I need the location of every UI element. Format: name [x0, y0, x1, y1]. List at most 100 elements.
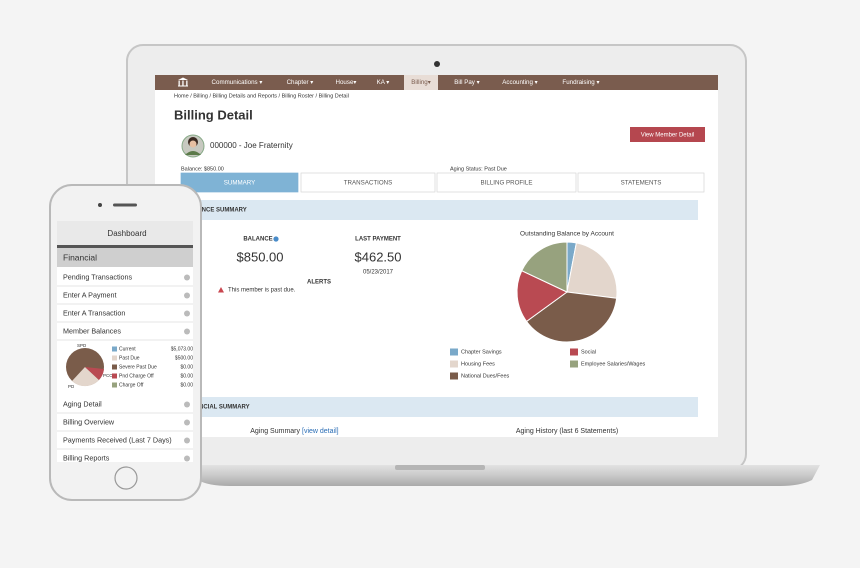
- tab-label[interactable]: TRANSACTIONS: [344, 180, 392, 187]
- phone-pie-label: SPD: [77, 343, 87, 348]
- avatar-face: [189, 140, 197, 148]
- menu-item[interactable]: Aging Detail: [63, 399, 102, 408]
- phone-legend-label: Current: [119, 346, 136, 352]
- phone-legend-swatch: [112, 373, 117, 379]
- phone-legend-label: Charge Off: [119, 382, 144, 388]
- phone-legend: Current $5,073.00 Past Due $500.00 Severe Pa…: [112, 346, 193, 388]
- menu-item[interactable]: Billing Reports: [63, 453, 110, 462]
- legend-label: Chapter Savings: [461, 349, 502, 355]
- phone-app: Dashboard Financial Pending Transactions…: [57, 221, 193, 462]
- tab[interactable]: [300, 172, 436, 193]
- menu-arrow[interactable]: [184, 292, 190, 299]
- menu-item[interactable]: Enter A Payment: [63, 290, 117, 299]
- menu-item[interactable]: Pending Transactions: [63, 272, 133, 281]
- tabs: SUMMARY TRANSACTIONS BILLING PROFILE STATEM…: [180, 172, 705, 193]
- menu-arrow[interactable]: [184, 328, 190, 335]
- pie: [516, 241, 618, 343]
- nav-item[interactable]: Bill Pay ▾: [454, 79, 479, 86]
- tab[interactable]: [577, 172, 705, 193]
- phone-legend-label: Past Due: [119, 355, 140, 361]
- nav-item[interactable]: Accounting ▾: [502, 79, 537, 86]
- phone-pie: [66, 348, 104, 387]
- aging-summary: Aging Summary: [250, 428, 300, 435]
- legend-label: Housing Fees: [461, 361, 495, 367]
- phone-camera: [98, 203, 102, 207]
- balance-line: Balance: $850.00: [181, 166, 224, 172]
- aging-history: Aging History (last 6 Statements): [516, 428, 618, 435]
- nav-item[interactable]: KA ▾: [377, 79, 390, 86]
- legend-label: Social: [581, 349, 596, 355]
- page-title: Billing Detail: [174, 107, 253, 122]
- nav-item[interactable]: Billing▾: [411, 79, 431, 86]
- view-member-button[interactable]: [630, 127, 705, 142]
- menu-arrow[interactable]: [184, 310, 190, 317]
- laptop-screen: [155, 75, 718, 437]
- menu-arrow[interactable]: [184, 419, 190, 426]
- balance-value: $850.00: [237, 249, 284, 264]
- last-payment-label: LAST PAYMENT: [355, 237, 401, 243]
- nav: Communications ▾ Chapter ▾ House▾ KA ▾ Billi…: [212, 79, 600, 86]
- legend-swatch: [450, 348, 458, 356]
- help-icon[interactable]: [273, 236, 279, 242]
- menu-arrow[interactable]: [184, 455, 190, 462]
- pie-slice: [525, 291, 618, 343]
- balance-label: BALANCE: [243, 237, 272, 243]
- member-name: 000000 - Joe Fraternity: [210, 141, 293, 150]
- legend-label: Employee Salaries/Wages: [581, 361, 646, 367]
- menu-item[interactable]: Enter A Transaction: [63, 308, 125, 317]
- phone-legend-label: Severe Past Due: [119, 364, 157, 370]
- pie-slice: [521, 241, 568, 293]
- menu-arrow[interactable]: [184, 437, 190, 444]
- section-bar: [181, 397, 698, 417]
- app: Communications ▾ Chapter ▾ House▾ KA ▾ Billi…: [155, 75, 718, 435]
- legend-swatch: [570, 348, 578, 356]
- pie-title: Outstanding Balance by Account: [520, 231, 614, 238]
- nav-item[interactable]: Fundraising ▾: [562, 79, 599, 86]
- section-bar: [181, 200, 698, 220]
- nav-item[interactable]: Communications ▾: [212, 79, 263, 86]
- phone-legend-swatch: [112, 355, 117, 361]
- tab[interactable]: [436, 172, 577, 193]
- phone-section: [57, 248, 193, 267]
- phone-legend-value: $500.00: [175, 355, 193, 361]
- legend-swatch: [450, 372, 458, 380]
- menu-arrow[interactable]: [184, 274, 190, 281]
- legend: Chapter Savings Housing Fees National Dues…: [450, 348, 646, 380]
- menu-item[interactable]: Payments Received (Last 7 Days): [63, 435, 172, 444]
- home-icon: [178, 77, 188, 87]
- last-payment-value: $462.50: [355, 249, 402, 264]
- phone-header-strip: [57, 245, 193, 248]
- view-member-button-label[interactable]: View Member Detail: [641, 133, 695, 139]
- tab[interactable]: [180, 172, 299, 193]
- phone-legend-value: $0.00: [180, 373, 193, 379]
- phone-section-label: Financial: [63, 252, 97, 262]
- tab-label[interactable]: BILLING PROFILE: [481, 180, 533, 187]
- menu-item[interactable]: Billing Overview: [63, 417, 115, 426]
- phone-legend-value: $5,073.00: [171, 346, 193, 352]
- alerts-label: ALERTS: [307, 280, 331, 286]
- aging-status: Aging Status: Past Due: [450, 166, 507, 172]
- tab-label[interactable]: SUMMARY: [224, 180, 256, 187]
- phone-home-button[interactable]: [114, 466, 138, 490]
- phone-speaker: [113, 203, 137, 207]
- tab-label[interactable]: STATEMENTS: [621, 180, 662, 187]
- alert-text: This member is past due.: [228, 288, 296, 294]
- laptop-camera: [434, 61, 440, 67]
- phone-legend-swatch: [112, 382, 117, 388]
- phone-pie-label: PCO: [103, 373, 113, 378]
- nav-item[interactable]: House▾: [336, 79, 357, 86]
- laptop-notch: [395, 465, 485, 470]
- breadcrumb[interactable]: Home / Billing / Billing Details and Rep…: [174, 93, 349, 99]
- menu-arrow[interactable]: [184, 401, 190, 408]
- phone-legend-value: $0.00: [180, 364, 193, 370]
- view-detail-link[interactable]: [view detail]: [302, 428, 339, 435]
- menu-item[interactable]: Member Balances: [63, 326, 121, 335]
- legend-swatch: [450, 360, 458, 368]
- nav-item[interactable]: Chapter ▾: [287, 79, 314, 86]
- laptop-base: [190, 465, 820, 486]
- phone-header: [57, 221, 193, 245]
- phone-title: Dashboard: [107, 229, 146, 238]
- last-payment-date: 05/23/2017: [363, 270, 394, 276]
- section-heading: FINANCIAL SUMMARY: [185, 405, 250, 411]
